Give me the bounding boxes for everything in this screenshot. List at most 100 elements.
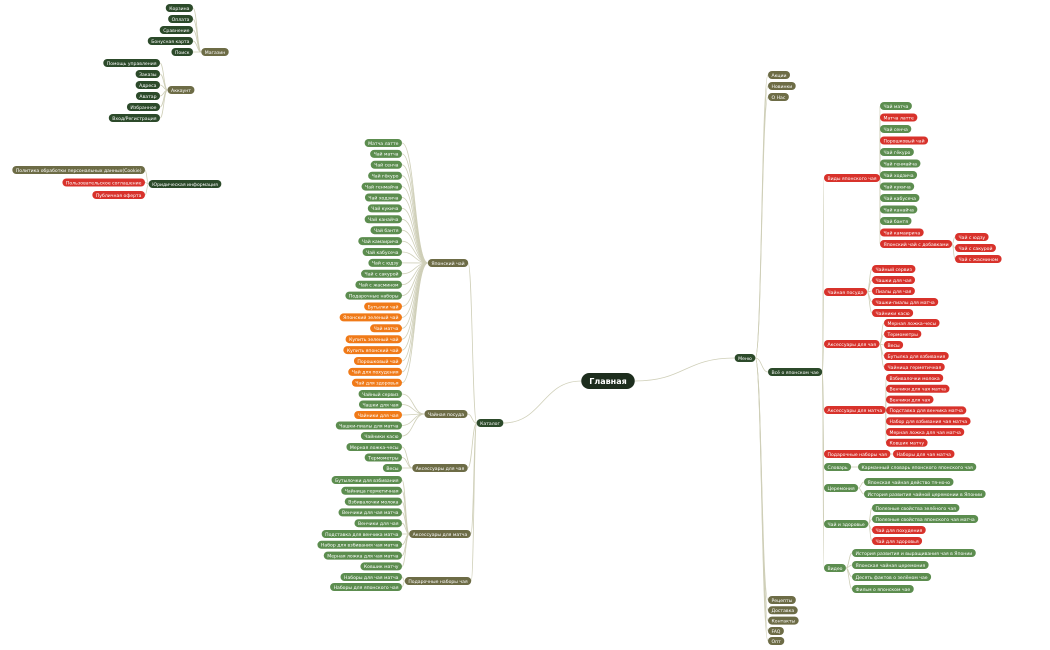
node-pill <box>409 530 471 538</box>
node-label: Бутылочки для взбивания <box>335 478 399 484</box>
node-label: Японский чай с добавками <box>884 241 949 248</box>
node-pill <box>368 258 402 267</box>
node-label: Купить японский чай <box>347 347 399 354</box>
node-label: Магазин <box>205 50 225 56</box>
node-label: Чашки для чая <box>876 278 912 284</box>
node-pill <box>734 354 756 362</box>
node-pill <box>768 637 785 645</box>
node-pill <box>864 490 986 498</box>
node: Адреса <box>135 81 160 89</box>
node-pill <box>126 103 160 111</box>
edge <box>879 322 885 345</box>
node: Порошковый чай <box>880 136 929 145</box>
node-label: Наборы для чая матча <box>897 452 952 458</box>
node-label: Венчики для чая <box>358 521 399 527</box>
node-pill <box>880 182 915 191</box>
node: Виды японского чая <box>824 174 881 182</box>
node-label: Чай матча <box>884 103 909 110</box>
edge <box>401 580 406 588</box>
node: Чай бантя <box>370 226 402 235</box>
node-label: Японский зеленый чай <box>343 314 398 321</box>
node: Чай бантя <box>880 217 912 225</box>
edge <box>467 262 478 424</box>
node-label: Весы <box>888 343 901 349</box>
node: Чай с жасмином <box>355 280 402 289</box>
node: Бутылочки для взбивания <box>331 476 402 484</box>
node-pill <box>824 174 881 182</box>
node: История развития чайной церемонии в Япон… <box>864 490 986 498</box>
node-label: Наборы для японского чая <box>334 585 399 591</box>
node-label: Виды японского чая <box>828 176 877 182</box>
node-pill <box>345 335 402 344</box>
node-pill <box>424 410 468 418</box>
node-label: Чай для здоровья <box>355 380 398 387</box>
node: Магазин <box>201 48 229 56</box>
node-label: Чай для похудения <box>876 527 923 534</box>
node-pill <box>880 148 914 156</box>
node-pill <box>340 573 402 581</box>
node-pill <box>955 244 996 252</box>
node-label: Чай матча <box>374 325 399 332</box>
node-label: Чай кабусеча <box>366 249 399 256</box>
node-pill <box>872 309 914 317</box>
node: Весы <box>884 341 904 349</box>
node-pill <box>824 463 852 471</box>
node-pill <box>92 191 145 199</box>
node: Чай с жасмином <box>955 255 1002 263</box>
node-label: Чайный сервиз <box>362 391 399 398</box>
node-label: Чай бантя <box>884 218 909 225</box>
node-pill <box>171 48 193 56</box>
node-label: Термометры <box>367 455 399 461</box>
node-pill <box>768 627 784 635</box>
node-label: Поиск <box>175 50 190 56</box>
node-label: Полезные свойства японского чая матча <box>876 516 975 523</box>
node: Акции <box>768 71 791 79</box>
node-pill <box>331 476 402 484</box>
node-label: Мерная ложка для чая матча <box>327 553 398 559</box>
node: Мерная ложка для чая матча <box>323 551 402 560</box>
edge <box>192 7 202 53</box>
edge <box>401 208 429 264</box>
node-label: Публичная оферта <box>96 193 142 199</box>
node: Чай с юдзу <box>955 233 989 241</box>
node-label: Юридическая информация <box>152 182 218 188</box>
node: Чай кабусеча <box>880 194 920 202</box>
node-label: Набор для взбивания чая матча <box>890 419 968 425</box>
edge <box>401 218 428 264</box>
node-pill <box>370 149 402 158</box>
node-pill <box>360 562 402 571</box>
node-pill <box>886 417 971 426</box>
node-label: Чашки-пиалы для матча <box>876 300 935 306</box>
node: Весы <box>382 464 402 472</box>
edges <box>144 7 956 642</box>
node: Чай с сакурой <box>361 269 402 278</box>
node-pill <box>362 248 402 256</box>
node: Чай и здоровье <box>824 520 869 528</box>
node-label: Чашки для чая <box>362 402 398 408</box>
node-pill <box>321 530 402 538</box>
node-pill <box>858 463 977 471</box>
node-pill <box>884 319 940 327</box>
node-pill <box>358 237 402 246</box>
node: Чайный сервиз <box>358 390 402 398</box>
node-label: Помощь управления <box>107 61 157 67</box>
node-label: Аккаунт <box>171 88 191 94</box>
node-label: Венчики для чая матча <box>342 510 399 516</box>
node-pill <box>370 226 402 235</box>
node-label: Оплата <box>172 17 190 23</box>
node-pill <box>358 400 402 409</box>
node-pill <box>824 288 868 296</box>
node-pill <box>824 406 886 414</box>
node: Купить зеленый чай <box>345 335 402 344</box>
node-label: Акции <box>772 73 787 79</box>
node-label: Японская чайная церемония <box>856 562 926 569</box>
node: Чайница герметичная <box>341 486 402 495</box>
node-label: Доставка <box>772 608 795 614</box>
edge <box>144 183 150 196</box>
node: Меню <box>734 354 756 362</box>
edge <box>821 371 825 569</box>
node-pill <box>412 464 468 472</box>
node-pill <box>852 561 929 569</box>
node-label: История развития чайной церемонии в Япон… <box>868 491 983 498</box>
node: Японский зеленый чай <box>339 313 402 322</box>
